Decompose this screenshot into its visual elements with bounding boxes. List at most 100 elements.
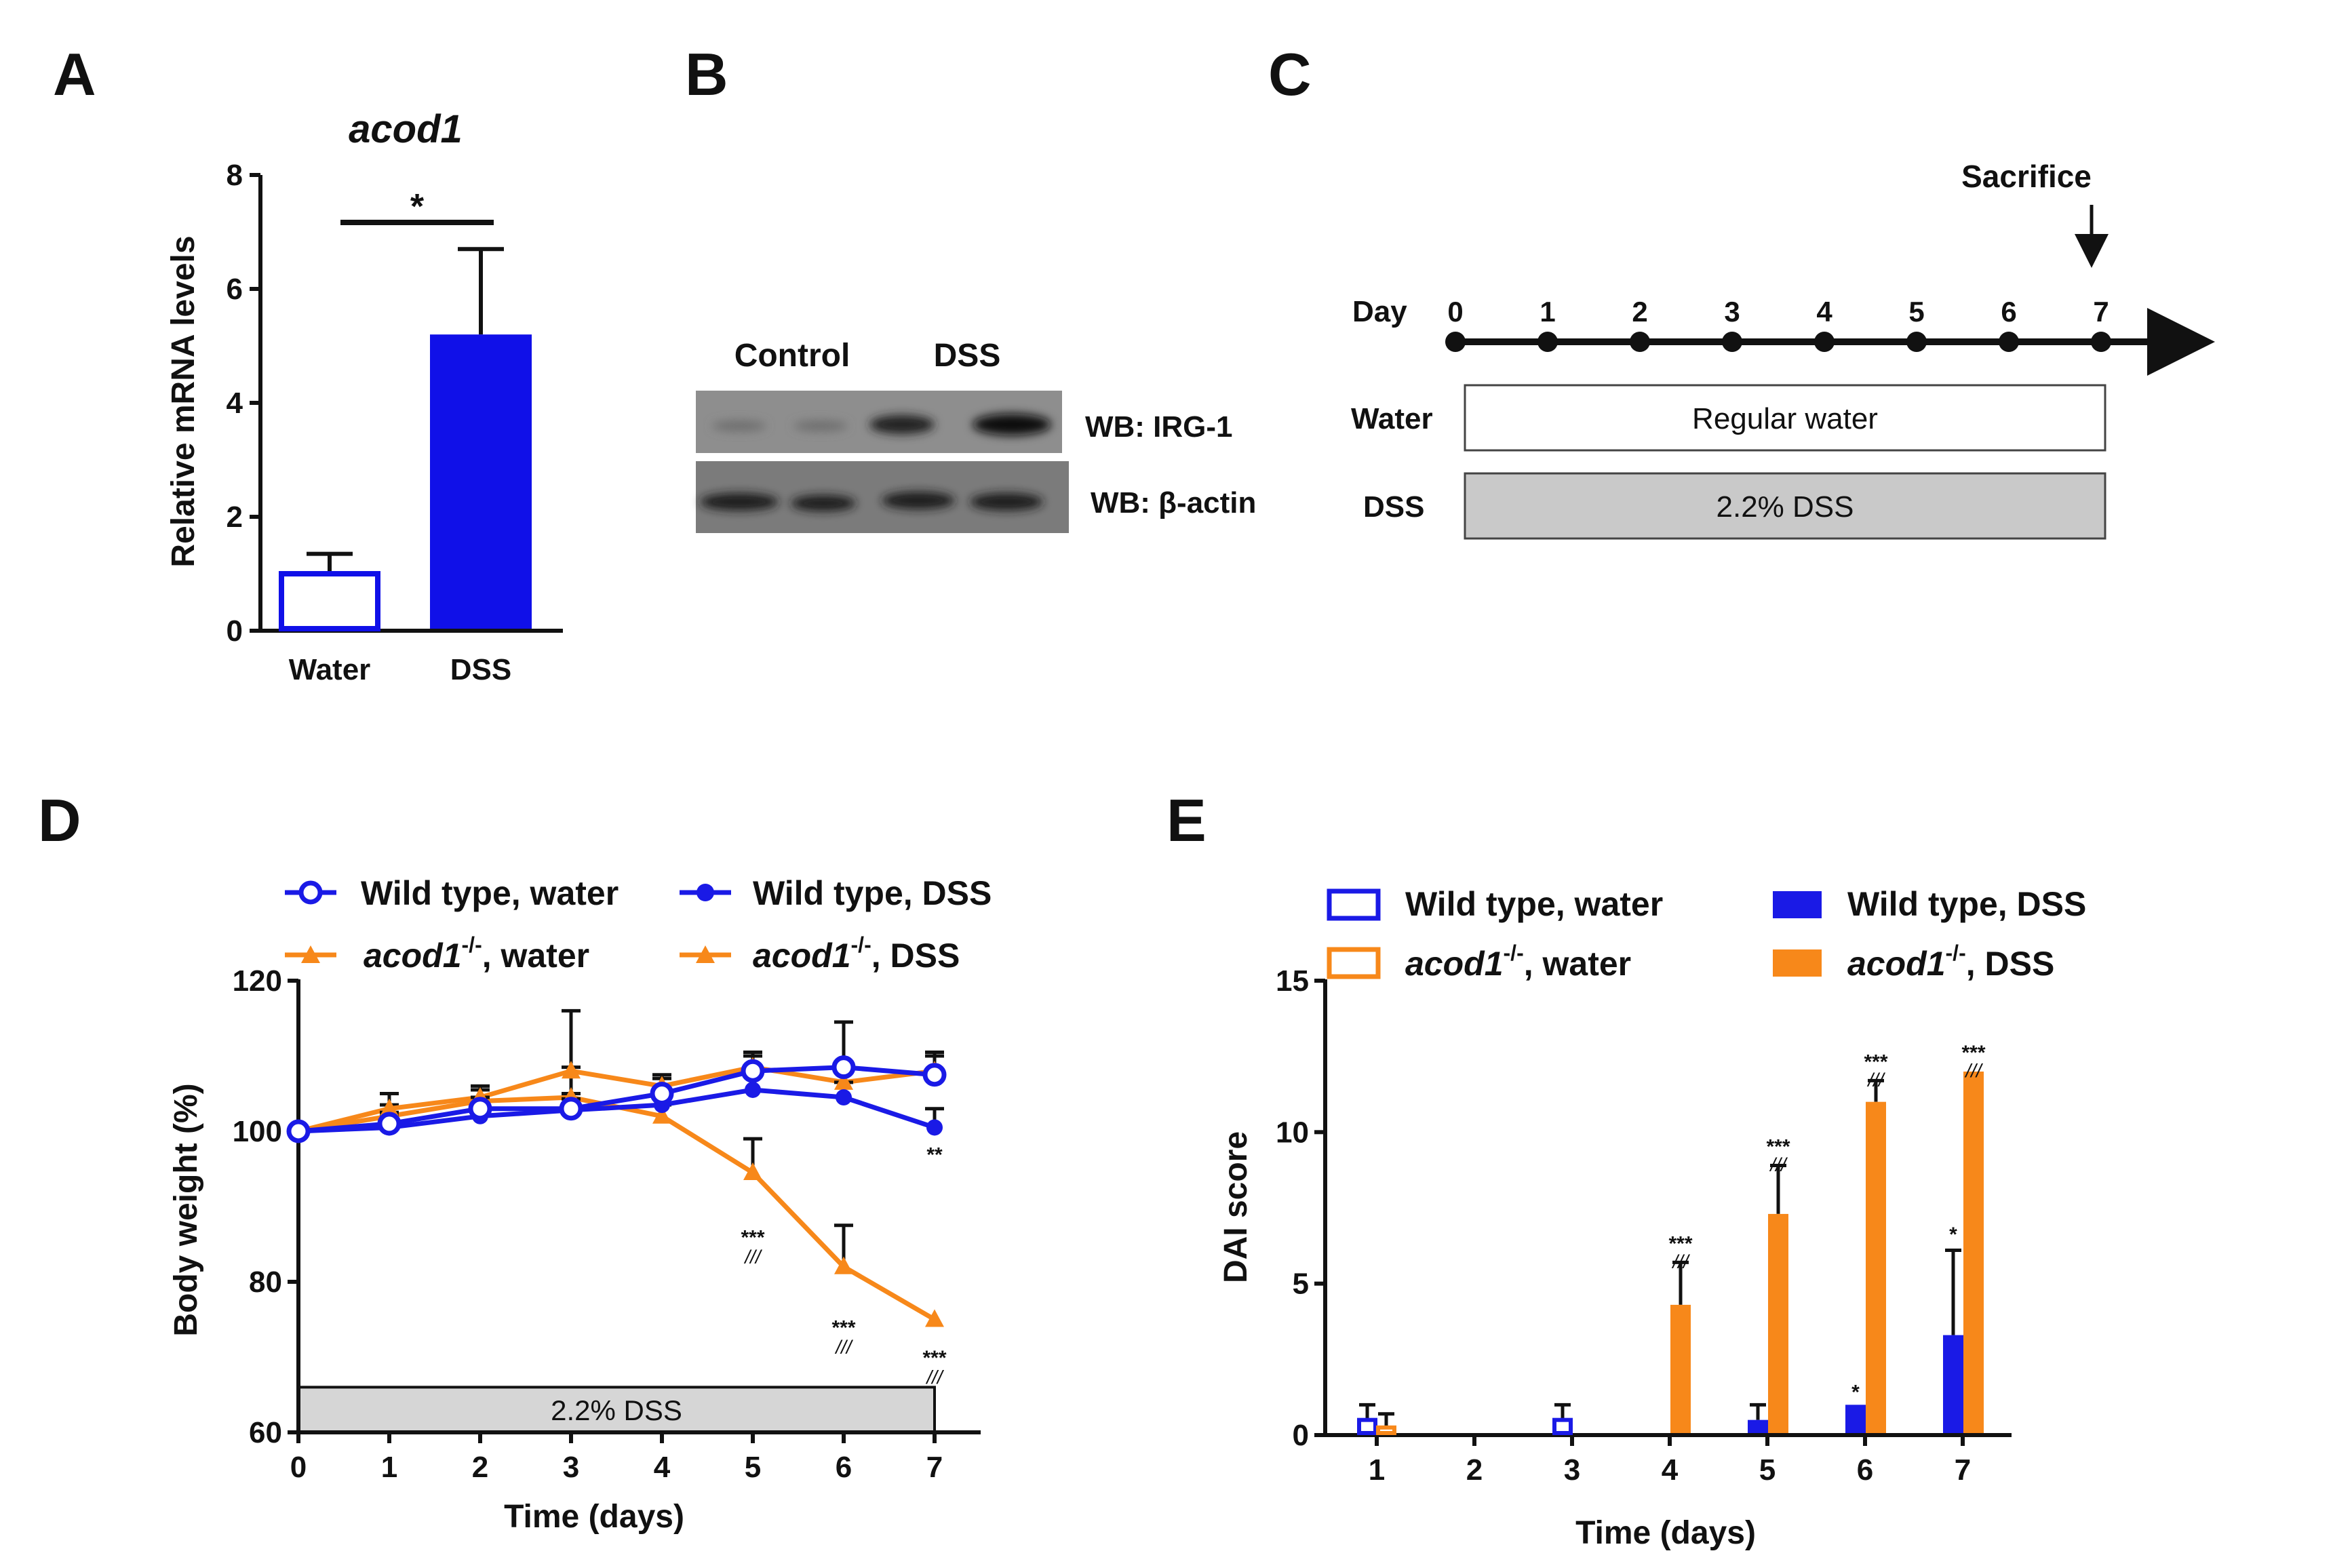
timeline-day-dot bbox=[1814, 332, 1835, 352]
blot-lane-label-control: Control bbox=[734, 338, 850, 374]
legend-d-marker-wt-dss bbox=[697, 884, 714, 901]
legend-e-label-wt-water: Wild type, water bbox=[1405, 885, 1663, 923]
legend-e-ko-water-sup: -/- bbox=[1504, 941, 1524, 965]
timeline-day-dot bbox=[1906, 332, 1927, 352]
chart-d-point-wild-type-water bbox=[741, 1059, 765, 1083]
chart-d-xtick-label: 5 bbox=[745, 1451, 761, 1484]
timeline-days: 0 1 2 3 4 5 6 7 bbox=[1445, 296, 2111, 352]
timeline-day-dot bbox=[1630, 332, 1650, 352]
timeline-day-number: 4 bbox=[1816, 296, 1832, 328]
legend-e-label-wt-dss: Wild type, DSS bbox=[1847, 885, 2086, 923]
blot-band-actin-lane2 bbox=[791, 495, 856, 511]
chart-e-annotation-stars: *** bbox=[1961, 1042, 1985, 1064]
legend-d-ko-water-sup: -/- bbox=[462, 933, 482, 957]
chart-e-ytick-label: 10 bbox=[1276, 1116, 1309, 1149]
timeline-row-label-water: Water bbox=[1351, 402, 1433, 435]
legend-d-ko-water-gene: acod1 bbox=[364, 937, 462, 975]
timeline-day-number: 7 bbox=[2093, 296, 2109, 328]
chart-e-xtick-label: 6 bbox=[1857, 1453, 1873, 1487]
chart-e-xlabel: Time (days) bbox=[1575, 1515, 1756, 1551]
timeline-day-number: 6 bbox=[2001, 296, 2016, 328]
timeline-water-bar bbox=[1464, 384, 2106, 452]
legend-e-swatch-ko-dss bbox=[1773, 949, 1822, 977]
timeline-day-label: Day bbox=[1352, 295, 1407, 328]
panel-label-a: A bbox=[53, 41, 96, 108]
chart-e-bar-acod1-water bbox=[1376, 1425, 1396, 1435]
legend-d-ko-water-rest: , water bbox=[482, 937, 589, 975]
chart-e-bar-wild-type-dss bbox=[1748, 1419, 1768, 1433]
chart-a-ytick-label: 8 bbox=[227, 159, 243, 192]
blot-label-irg1: WB: IRG-1 bbox=[1085, 410, 1233, 444]
chart-d-annotation-stars: ** bbox=[926, 1143, 943, 1166]
chart-d-point-wild-type-dss bbox=[745, 1081, 761, 1098]
timeline-day-number: 0 bbox=[1447, 296, 1463, 328]
timeline-day-number: 2 bbox=[1632, 296, 1647, 328]
legend-e-swatch-wt-water bbox=[1327, 888, 1381, 921]
timeline-day-number: 1 bbox=[1540, 296, 1555, 328]
timeline-day-dot bbox=[1445, 332, 1466, 352]
chart-e-ytick-label: 15 bbox=[1276, 964, 1309, 998]
chart-d-xtick-label: 0 bbox=[290, 1451, 307, 1484]
chart-d-xtick-label: 3 bbox=[563, 1451, 579, 1484]
chart-e-xtick-label: 7 bbox=[1955, 1453, 1971, 1487]
legend-d-label-ko-dss: acod1-/-, DSS bbox=[753, 933, 960, 975]
chart-e-xtick-label: 2 bbox=[1466, 1453, 1483, 1487]
panel-e-bar-chart: Wild type, water Wild type, DSS acod1-/-… bbox=[1218, 885, 2086, 1551]
chart-d-point-wild-type-water bbox=[922, 1063, 947, 1087]
chart-e-bar-wild-type-dss bbox=[1845, 1405, 1866, 1433]
chart-d-point-wild-type-water bbox=[831, 1055, 856, 1080]
chart-d-xlabel: Time (days) bbox=[504, 1499, 684, 1535]
timeline-sacrifice-label: Sacrifice bbox=[1961, 159, 2092, 194]
panel-label-c: C bbox=[1268, 41, 1312, 108]
blot-band-actin-lane1 bbox=[700, 493, 779, 511]
legend-d-label-ko-water: acod1-/-, water bbox=[364, 933, 589, 975]
chart-a-title: acod1 bbox=[349, 107, 463, 151]
chart-d-line-acod1-water bbox=[298, 1065, 935, 1134]
blot-band-irg1-lane4 bbox=[973, 414, 1051, 435]
chart-d-annotation-stars: *** bbox=[922, 1347, 946, 1369]
blot-band-actin-lane3 bbox=[882, 492, 955, 509]
chart-a-bar-dss bbox=[430, 334, 532, 629]
blot-band-irg1-lane1 bbox=[712, 420, 766, 431]
legend-e-ko-dss-sup: -/- bbox=[1946, 941, 1966, 965]
chart-d-point-acod1-water bbox=[380, 1098, 399, 1116]
legend-e-ko-water-rest: , water bbox=[1524, 945, 1631, 983]
chart-a-sig-star: * bbox=[410, 187, 425, 227]
blot-lane-label-dss: DSS bbox=[934, 338, 1001, 374]
chart-e-annotation-slashes: /// bbox=[1769, 1154, 1788, 1175]
chart-d-point-wild-type-water bbox=[650, 1082, 674, 1105]
chart-d-xtick-label: 2 bbox=[472, 1451, 488, 1484]
blot-band-actin-lane4 bbox=[970, 493, 1043, 511]
chart-d-point-wild-type-water bbox=[377, 1112, 401, 1136]
legend-d-ko-dss-rest: , DSS bbox=[871, 937, 960, 975]
chart-d-ytick-label: 60 bbox=[249, 1416, 282, 1449]
timeline-day-dot bbox=[2091, 332, 2111, 352]
chart-e-xtick-label: 4 bbox=[1662, 1453, 1679, 1487]
chart-a-bar-water bbox=[279, 571, 380, 631]
chart-d-point-acod1-dss bbox=[652, 1105, 671, 1124]
chart-d-ytick-label: 120 bbox=[233, 964, 282, 998]
chart-e-ylabel: DAI score bbox=[1218, 1131, 1254, 1283]
chart-d-point-wild-type-dss bbox=[836, 1089, 852, 1106]
chart-a-xtick-water: Water bbox=[289, 653, 371, 686]
chart-e-ytick-label: 5 bbox=[1293, 1268, 1309, 1301]
panel-label-e: E bbox=[1166, 787, 1207, 854]
chart-d-point-acod1-water bbox=[834, 1072, 853, 1090]
chart-d-point-wild-type-water bbox=[559, 1097, 583, 1121]
panel-a-bar-chart: acod1 Relative mRNA levels * Water DSS 0… bbox=[165, 107, 563, 686]
chart-a-ytick-label: 4 bbox=[227, 387, 243, 420]
chart-e-bar-acod1-dss bbox=[1866, 1101, 1886, 1433]
chart-e-annotation-slashes: /// bbox=[1671, 1251, 1691, 1272]
chart-e-bar-acod1-dss bbox=[1670, 1304, 1691, 1433]
chart-d-annotation-slashes: /// bbox=[834, 1337, 854, 1358]
chart-d-xtick-label: 4 bbox=[654, 1451, 671, 1484]
chart-a-ytick-label: 6 bbox=[227, 273, 243, 306]
chart-d-annotation-stars: *** bbox=[831, 1317, 855, 1339]
blot-band-irg1-lane2 bbox=[793, 420, 848, 431]
legend-d-ko-dss-gene: acod1 bbox=[753, 937, 851, 975]
chart-a-xtick-dss: DSS bbox=[450, 653, 511, 686]
chart-d-xtick-label: 7 bbox=[926, 1451, 943, 1484]
timeline-row-label-dss: DSS bbox=[1363, 490, 1424, 524]
chart-a-ytick-label: 0 bbox=[227, 614, 243, 648]
